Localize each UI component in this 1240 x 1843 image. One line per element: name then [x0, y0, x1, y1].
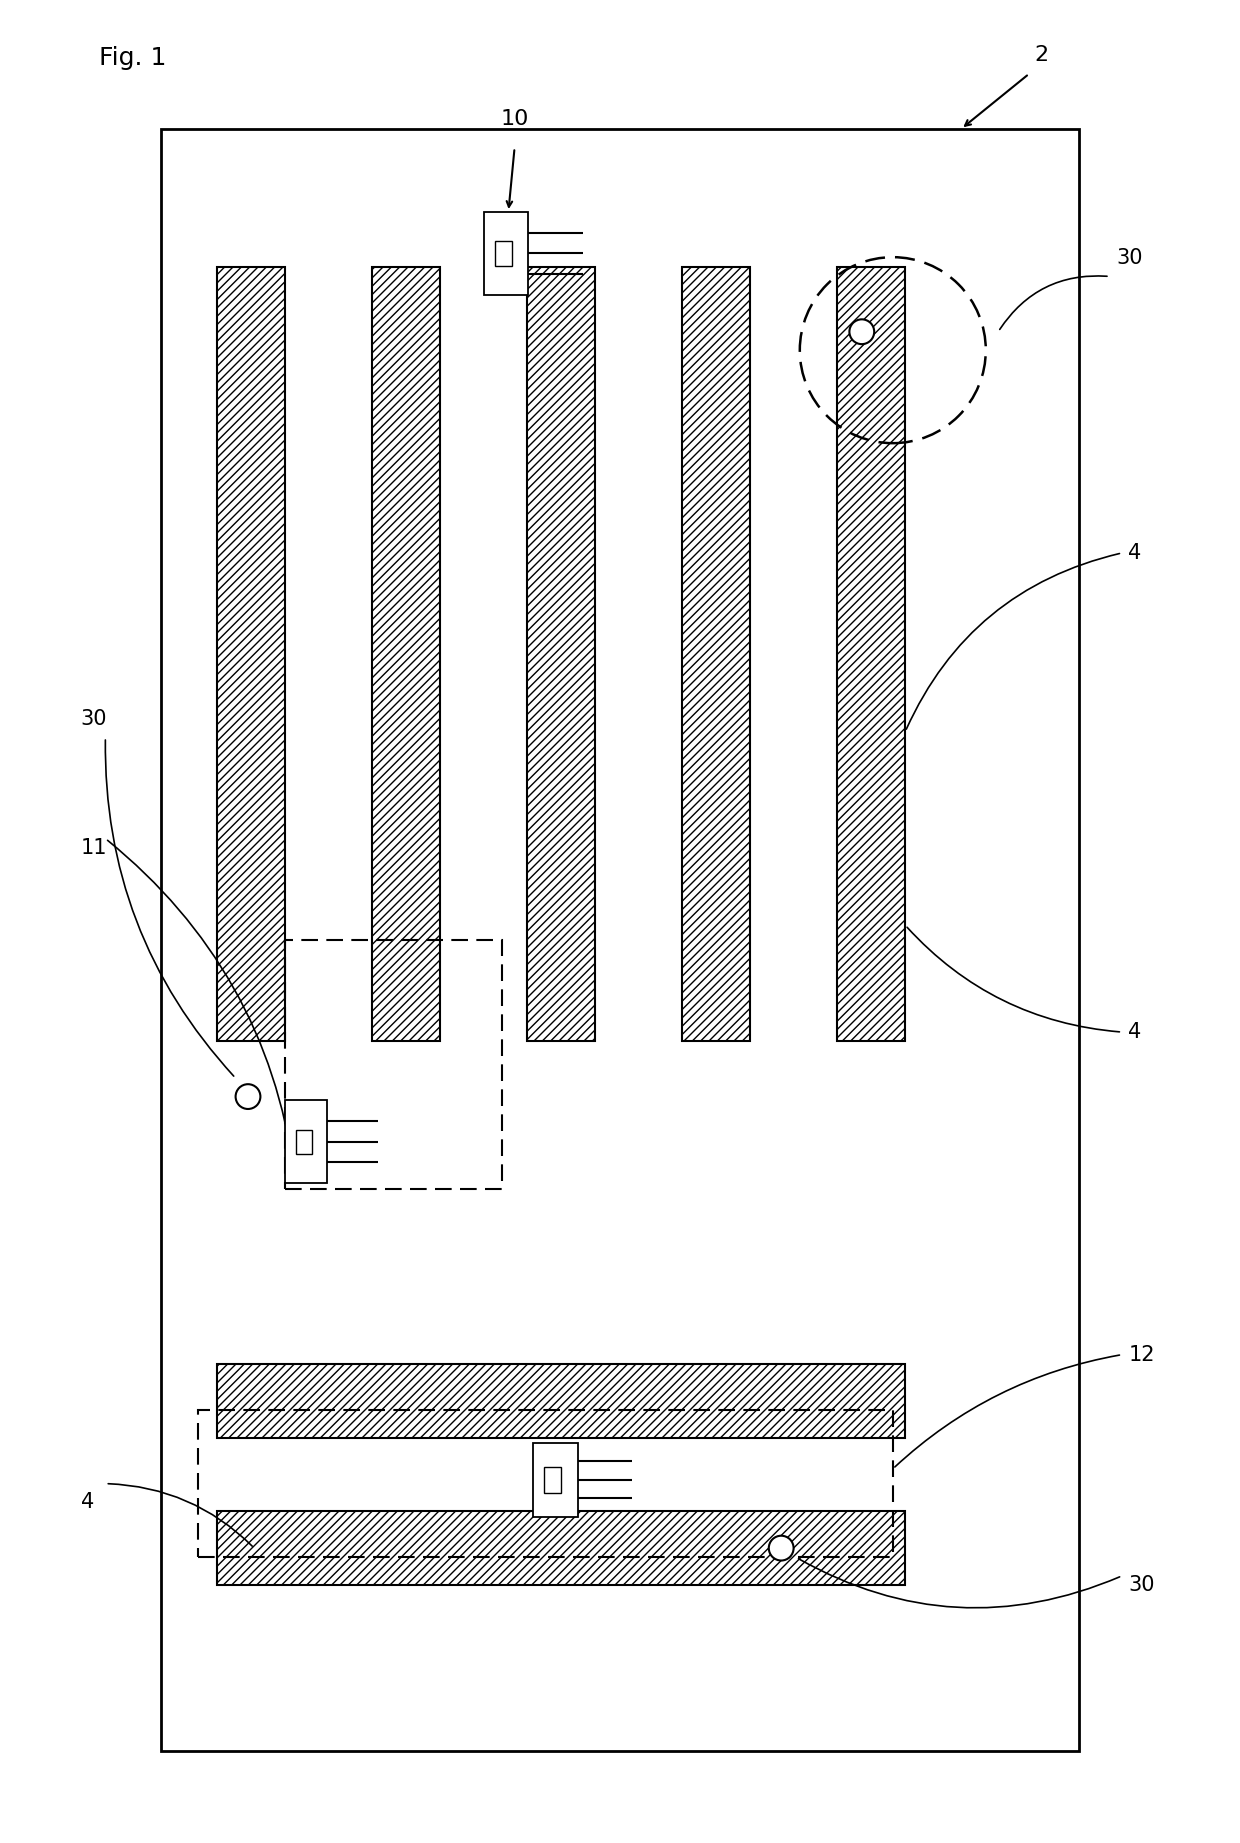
Text: 30: 30	[1128, 1576, 1154, 1594]
Bar	[495, 241, 512, 265]
Ellipse shape	[769, 1535, 794, 1561]
Text: Fig. 1: Fig. 1	[99, 46, 166, 70]
Bar	[161, 129, 1079, 1751]
Bar	[198, 1410, 893, 1557]
Bar	[285, 1100, 327, 1183]
Bar	[295, 1130, 311, 1154]
Bar	[285, 940, 502, 1189]
Text: 4: 4	[1128, 544, 1142, 562]
Bar	[682, 267, 750, 1041]
Text: 11: 11	[81, 839, 107, 857]
Ellipse shape	[236, 1084, 260, 1109]
Bar	[527, 267, 595, 1041]
Bar	[372, 267, 440, 1041]
Bar	[544, 1467, 562, 1493]
Text: 4: 4	[81, 1493, 94, 1511]
Bar	[217, 1511, 905, 1585]
Text: 30: 30	[81, 710, 107, 728]
Text: 12: 12	[1128, 1345, 1154, 1364]
Bar	[217, 267, 285, 1041]
Bar	[533, 1443, 578, 1517]
Text: 4: 4	[1128, 1023, 1142, 1041]
Ellipse shape	[849, 319, 874, 345]
Text: 10: 10	[501, 109, 528, 129]
Text: 30: 30	[1116, 249, 1142, 267]
Bar	[217, 1364, 905, 1438]
Text: 2: 2	[1034, 46, 1049, 65]
Bar	[837, 267, 905, 1041]
Bar	[484, 212, 528, 295]
